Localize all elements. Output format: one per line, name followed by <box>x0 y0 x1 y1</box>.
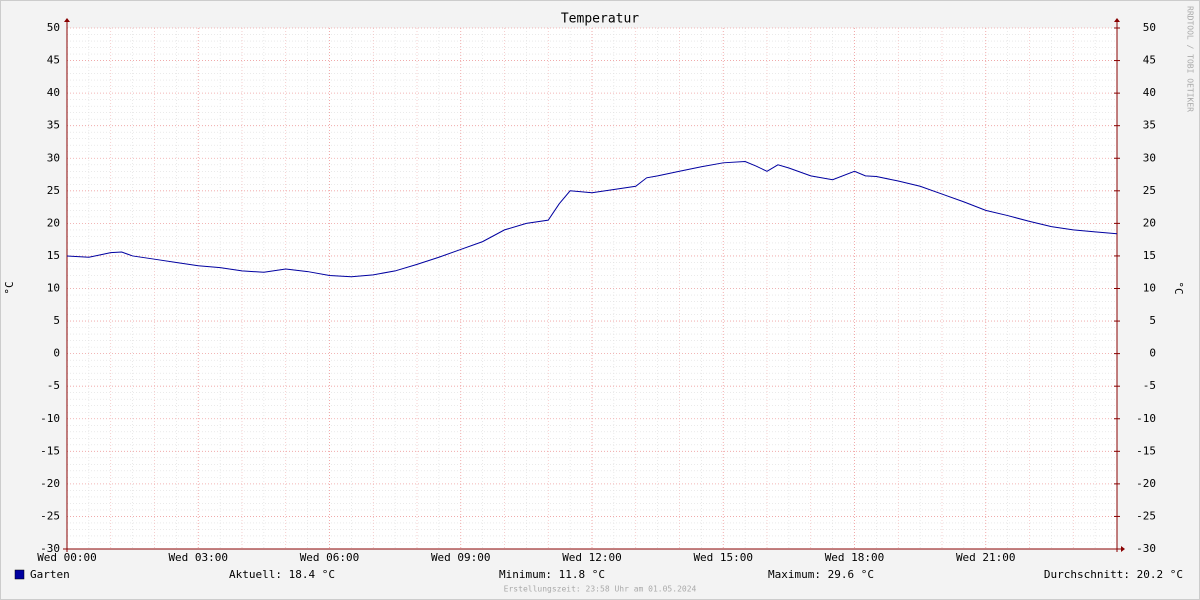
y-tick-label: 15 <box>47 249 60 262</box>
legend-swatch <box>14 569 25 580</box>
x-tick-label: Wed 06:00 <box>300 551 360 564</box>
x-tick-label: Wed 03:00 <box>168 551 228 564</box>
y-tick-label: 25 <box>47 184 60 197</box>
footer: Erstellungszeit: 23:58 Uhr am 01.05.2024 <box>504 585 697 594</box>
y2-tick-label: 40 <box>1143 86 1156 99</box>
y-tick-label: -25 <box>40 509 60 522</box>
y2-tick-label: 45 <box>1143 54 1156 67</box>
y2-tick-label: -10 <box>1136 412 1156 425</box>
y-tick-label: 45 <box>47 54 60 67</box>
y-tick-label: 35 <box>47 119 60 132</box>
y2-tick-label: 50 <box>1143 21 1156 34</box>
y2-tick-label: 20 <box>1143 216 1156 229</box>
legend-stat: Aktuell: 18.4 °C <box>229 568 335 581</box>
data-line <box>66 161 1118 278</box>
x-tick-label: Wed 00:00 <box>37 551 97 564</box>
legend-stat: Maximum: 29.6 °C <box>768 568 874 581</box>
legend-stat: Durchschnitt: 20.2 °C <box>1044 568 1183 581</box>
y2-tick-label: 10 <box>1143 282 1156 295</box>
y2-tick-label: -5 <box>1143 379 1156 392</box>
y-tick-label: 5 <box>53 314 60 327</box>
legend-label: Garten <box>30 568 70 581</box>
y2-tick-label: 30 <box>1143 151 1156 164</box>
y2-axis-label: °C <box>1172 281 1185 294</box>
y2-tick-label: 0 <box>1149 347 1156 360</box>
y2-tick-label: 25 <box>1143 184 1156 197</box>
axis-arrow <box>1114 18 1120 22</box>
y2-tick-label: 15 <box>1143 249 1156 262</box>
y-tick-label: 0 <box>53 347 60 360</box>
x-tick-label: Wed 12:00 <box>562 551 622 564</box>
watermark: RRDTOOL / TOBI OETIKER <box>1186 6 1195 112</box>
y-tick-label: -15 <box>40 444 60 457</box>
y-tick-label: 10 <box>47 282 60 295</box>
y-tick-label: -5 <box>47 379 60 392</box>
x-tick-label: Wed 15:00 <box>693 551 753 564</box>
y2-tick-label: -15 <box>1136 444 1156 457</box>
y2-tick-label: 5 <box>1149 314 1156 327</box>
y2-tick-label: 35 <box>1143 119 1156 132</box>
y2-tick-label: -25 <box>1136 509 1156 522</box>
y-tick-label: 30 <box>47 151 60 164</box>
y-tick-label: 50 <box>47 21 60 34</box>
y-tick-label: -30 <box>40 542 60 555</box>
y2-tick-label: -20 <box>1136 477 1156 490</box>
y-tick-label: -20 <box>40 477 60 490</box>
x-tick-label: Wed 18:00 <box>825 551 885 564</box>
y-tick-label: 20 <box>47 216 60 229</box>
y-tick-label: 40 <box>47 86 60 99</box>
axis-arrow <box>1121 546 1125 552</box>
legend-stat: Minimum: 11.8 °C <box>499 568 605 581</box>
y-axis-label: °C <box>3 281 16 294</box>
x-tick-label: Wed 09:00 <box>431 551 491 564</box>
y2-tick-label: -30 <box>1136 542 1156 555</box>
y-tick-label: -10 <box>40 412 60 425</box>
chart-title: Temperatur <box>561 12 639 27</box>
x-tick-label: Wed 21:00 <box>956 551 1016 564</box>
axis-arrow <box>64 18 70 22</box>
